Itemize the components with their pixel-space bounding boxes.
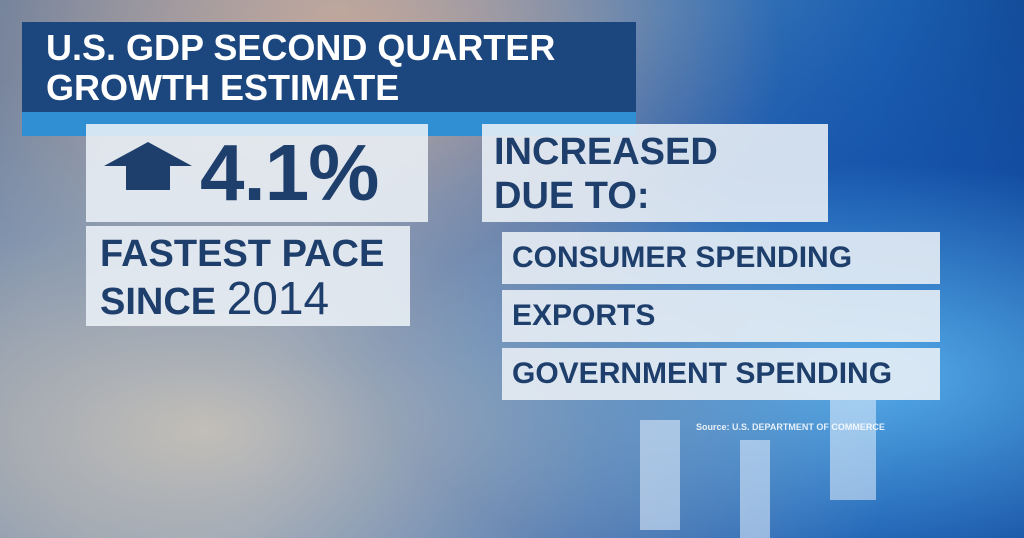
title-line: U.S. GDP SECOND QUARTER [46,27,556,68]
reasons-heading-line: INCREASED [494,131,718,173]
pace-text: SINCE [100,281,217,323]
candle-decoration [740,440,770,538]
headline-box: 4.1% [86,124,428,222]
title-box: U.S. GDP SECOND QUARTER GROWTH ESTIMATE [22,22,636,112]
source-note: Source: U.S. DEPARTMENT OF COMMERCE [696,422,885,432]
candle-decoration [640,420,680,530]
reasons-heading-box: INCREASED DUE TO: [482,124,828,222]
up-arrow-icon [104,142,192,190]
candle-decoration [830,400,876,500]
pace-year: 2014 [226,272,330,324]
pace-box: FASTEST PACE SINCE 2014 [86,226,410,326]
reason-item: GOVERNMENT SPENDING [502,348,940,400]
pace-line: FASTEST PACE [100,233,385,275]
growth-rate: 4.1% [200,128,379,217]
reason-item: CONSUMER SPENDING [502,232,940,284]
pace-line: SINCE 2014 [100,275,410,324]
reasons-heading-line: DUE TO: [494,175,650,217]
reason-item: EXPORTS [502,290,940,342]
title-line: GROWTH ESTIMATE [46,67,400,108]
